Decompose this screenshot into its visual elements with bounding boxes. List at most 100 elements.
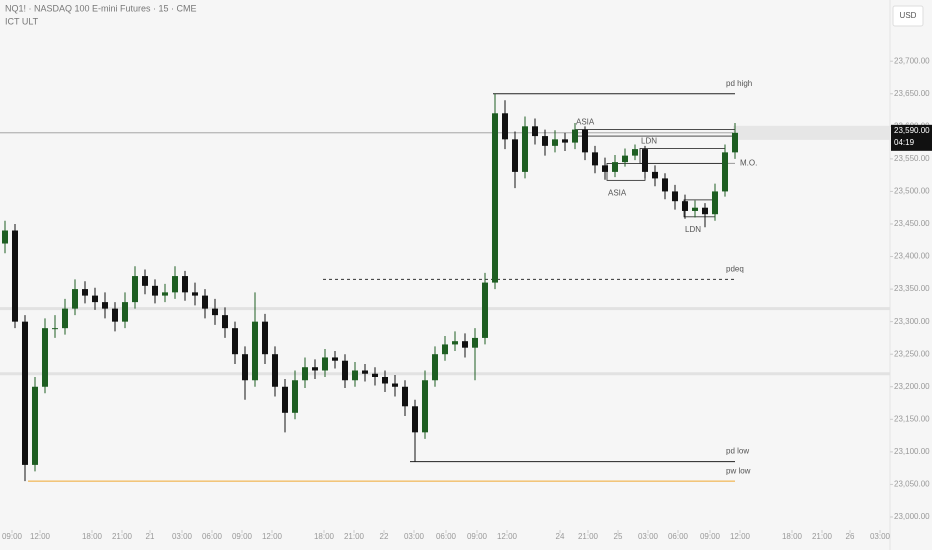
- candle-body: [162, 292, 168, 296]
- candle-body: [622, 155, 628, 163]
- candle-body: [22, 321, 28, 465]
- candle-body: [382, 376, 388, 384]
- x-tick-label: 21:00: [578, 532, 599, 541]
- x-tick-label: 09:00: [232, 532, 253, 541]
- candle-body: [552, 139, 558, 146]
- candle-body: [362, 370, 368, 374]
- price-tag-label: 23,590.00: [894, 126, 930, 135]
- x-tick-label: 03:00: [870, 532, 891, 541]
- candle-body: [72, 289, 78, 309]
- currency-box[interactable]: [892, 5, 924, 27]
- candle-body: [702, 207, 708, 215]
- x-tick-label: 26: [846, 532, 855, 541]
- x-tick-label: 09:00: [467, 532, 488, 541]
- x-tick-label: 12:00: [730, 532, 751, 541]
- candle-body: [402, 386, 408, 407]
- candle-body: [122, 302, 128, 322]
- x-tick-label: 21:00: [812, 532, 833, 541]
- candle-body: [82, 289, 88, 296]
- candle-body: [282, 386, 288, 413]
- candle-body: [712, 191, 718, 215]
- y-tick-label: 23,250.00: [894, 349, 930, 358]
- x-tick-label: 18:00: [82, 532, 103, 541]
- candle-body: [92, 295, 98, 303]
- candle-body: [502, 113, 508, 140]
- y-tick-label: 23,300.00: [894, 317, 930, 326]
- candle-body: [342, 360, 348, 381]
- y-tick-label: 23,150.00: [894, 414, 930, 423]
- candle-body: [332, 357, 338, 361]
- candle-body: [582, 129, 588, 153]
- y-tick-label: 23,450.00: [894, 219, 930, 228]
- x-tick-label: 18:00: [314, 532, 335, 541]
- x-tick-label: 18:00: [782, 532, 803, 541]
- x-tick-label: 06:00: [668, 532, 689, 541]
- y-tick-label: 23,350.00: [894, 284, 930, 293]
- candle-body: [602, 165, 608, 172]
- level-label: M.O.: [740, 159, 757, 168]
- candle-body: [532, 126, 538, 137]
- x-tick-label: 06:00: [202, 532, 223, 541]
- candle-body: [372, 373, 378, 377]
- candle-body: [322, 357, 328, 371]
- x-tick-label: 12:00: [30, 532, 51, 541]
- symbol-title: NQ1! · NASDAQ 100 E-mini Futures · 15 · …: [5, 3, 197, 13]
- candle-body: [12, 230, 18, 322]
- countdown: 04:19: [894, 138, 915, 147]
- x-tick-label: 03:00: [404, 532, 425, 541]
- candle-body: [292, 380, 298, 413]
- candle-body: [572, 129, 578, 143]
- y-tick-label: 23,550.00: [894, 154, 930, 163]
- candle-body: [452, 341, 458, 345]
- candle-body: [612, 162, 618, 172]
- x-tick-label: 25: [614, 532, 623, 541]
- candle-body: [242, 354, 248, 381]
- indicator-name: ICT ULT: [5, 16, 39, 26]
- candle-body: [472, 337, 478, 348]
- x-tick-label: 21: [146, 532, 155, 541]
- y-tick-label: 23,700.00: [894, 56, 930, 65]
- candle-body: [32, 386, 38, 465]
- x-tick-label: 21:00: [112, 532, 133, 541]
- candle-body: [482, 282, 488, 338]
- level-label: pd high: [726, 79, 752, 88]
- candle-body: [662, 178, 668, 192]
- candle-body: [202, 295, 208, 309]
- level-label: pw low: [726, 466, 751, 475]
- candle-body: [172, 276, 178, 293]
- currency[interactable]: USD: [900, 11, 917, 20]
- candle-body: [542, 136, 548, 146]
- candle-body: [422, 380, 428, 433]
- candle-body: [2, 230, 8, 244]
- candle-body: [392, 383, 398, 387]
- level-label: pdeq: [726, 264, 744, 273]
- candle-body: [102, 302, 108, 309]
- candle-body: [42, 328, 48, 387]
- candle-body: [512, 139, 518, 172]
- x-tick-label: 24: [556, 532, 565, 541]
- x-tick-label: 03:00: [172, 532, 193, 541]
- candle-body: [522, 126, 528, 172]
- candle-body: [262, 321, 268, 355]
- x-tick-label: 21:00: [344, 532, 365, 541]
- candle-body: [732, 132, 738, 153]
- candle-body: [442, 344, 448, 355]
- candle-body: [672, 191, 678, 202]
- candle-body: [352, 370, 358, 381]
- candle-body: [692, 207, 698, 211]
- candle-body: [272, 354, 278, 387]
- candle-body: [62, 308, 68, 329]
- y-tick-label: 23,200.00: [894, 382, 930, 391]
- candle-body: [312, 367, 318, 371]
- candle-body: [52, 328, 58, 330]
- y-tick-label: 23,400.00: [894, 252, 930, 261]
- price-band: [733, 125, 890, 140]
- candle-body: [132, 276, 138, 303]
- candle-body: [682, 201, 688, 211]
- candle-body: [462, 341, 468, 348]
- session-label: ASIA: [576, 118, 595, 127]
- candle-body: [412, 406, 418, 433]
- candle-body: [642, 149, 648, 172]
- candle-body: [222, 315, 228, 329]
